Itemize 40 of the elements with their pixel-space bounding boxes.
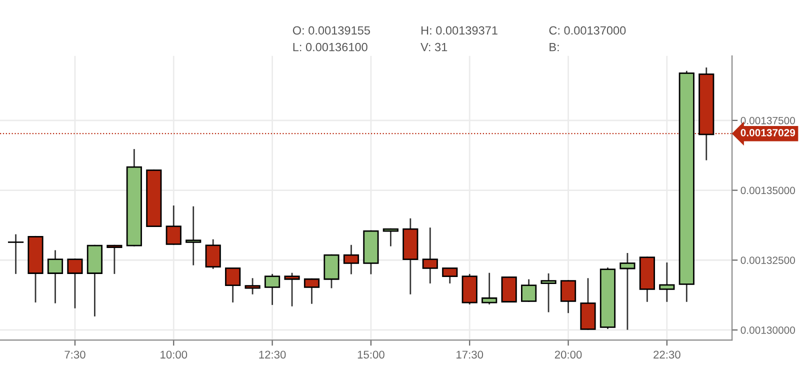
- x-tick-label: 10:00: [160, 350, 188, 359]
- y-tick-label: 0.00135000: [740, 186, 795, 194]
- x-tick-label: 15:00: [358, 350, 384, 359]
- candlestick: [620, 252, 636, 330]
- candlestick: [540, 273, 556, 312]
- candlestick: [205, 239, 221, 269]
- text: V: 31: [420, 42, 448, 52]
- candlestick: [67, 258, 83, 308]
- x-tick-label: 17:30: [456, 350, 484, 359]
- candlestick: [8, 234, 24, 274]
- text: B:: [550, 43, 559, 52]
- text: C: 0.00137000: [549, 26, 626, 35]
- y-tick-label: 0.00137500: [740, 116, 795, 124]
- candlestick: [521, 279, 537, 302]
- candlestick: [422, 228, 438, 284]
- x-tick-label: 20:00: [554, 350, 582, 359]
- candlestick: [482, 272, 498, 304]
- candlestick: [186, 206, 202, 266]
- candlestick: [106, 244, 122, 274]
- candlestick: [442, 268, 458, 284]
- x-tick-label: 12:30: [259, 350, 286, 359]
- candlestick: [47, 250, 64, 304]
- candlestick: [264, 274, 280, 305]
- candlestick: [166, 206, 182, 245]
- y-tick-label: 0.00130000: [740, 326, 795, 334]
- candlestick: [284, 272, 300, 306]
- candlestick: [560, 280, 576, 314]
- candlestick: [244, 278, 260, 294]
- ref-line-label: 0.00137029: [740, 128, 796, 136]
- text: O: 0.00139155: [292, 26, 370, 35]
- candlestick: [343, 244, 360, 274]
- y-tick-label: 0.00132500: [740, 256, 795, 264]
- text: L: 0.00136100: [293, 42, 368, 52]
- candlestick: [225, 268, 241, 302]
- text: H: 0.00139371: [421, 26, 498, 35]
- candlestick: [304, 278, 320, 304]
- x-tick-label: 7:30: [64, 350, 86, 359]
- x-tick-label: 22:30: [654, 350, 680, 359]
- candlestick: [382, 228, 398, 246]
- candlestick: [659, 262, 675, 302]
